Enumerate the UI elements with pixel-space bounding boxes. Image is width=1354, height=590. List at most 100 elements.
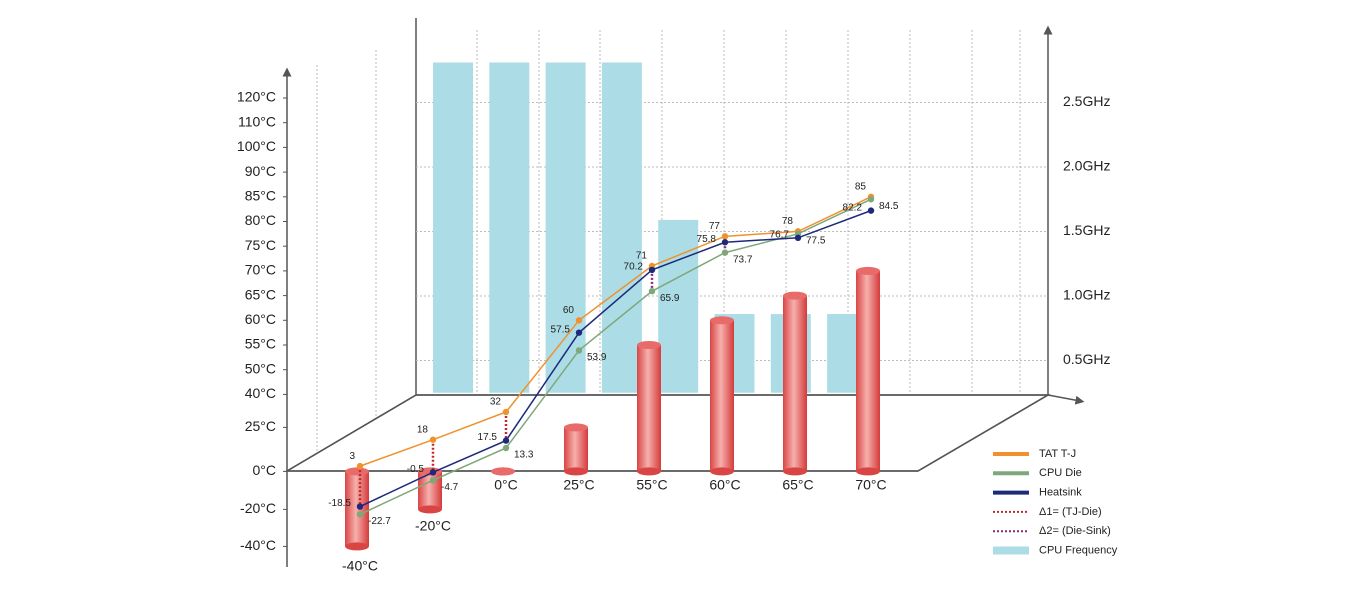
cylinder-top — [491, 467, 515, 476]
data-point — [429, 469, 437, 476]
cylinder — [856, 266, 880, 476]
data-label: 60 — [563, 305, 575, 316]
data-point — [721, 239, 729, 246]
data-point — [502, 408, 510, 416]
y2-tick-label: 1.0GHz — [1063, 287, 1110, 303]
cylinder-body — [783, 295, 807, 472]
cylinder-top — [856, 266, 880, 275]
data-label: 75.8 — [697, 234, 717, 245]
frequency-bar — [658, 219, 699, 393]
y2-tick-label: 2.5GHz — [1063, 93, 1110, 109]
cylinder-body — [345, 471, 369, 547]
data-label: -4.7 — [441, 482, 459, 493]
data-point — [794, 234, 802, 242]
data-label: 70.2 — [624, 262, 644, 273]
data-point — [721, 249, 729, 256]
cylinder-body — [856, 270, 880, 472]
cylinder-bottom — [345, 542, 369, 551]
cylinder — [783, 291, 807, 476]
x-tick-label: 0°C — [494, 477, 518, 493]
legend-label: TAT T-J — [1039, 448, 1076, 460]
data-point — [356, 503, 364, 510]
data-label: 73.7 — [733, 254, 753, 265]
data-label: 57.5 — [551, 324, 571, 335]
data-point — [429, 436, 437, 443]
data-point — [429, 477, 437, 484]
y-tick-label: 40°C — [245, 385, 276, 401]
cylinder-bottom — [856, 467, 880, 476]
y-tick-label: -20°C — [240, 500, 276, 516]
data-point — [356, 462, 364, 470]
x-tick-label: 70°C — [855, 477, 886, 493]
data-point — [648, 266, 656, 274]
cylinder-top — [345, 467, 369, 476]
data-label: 77.5 — [806, 235, 826, 246]
data-label: 65.9 — [660, 293, 680, 304]
cylinder-bottom — [783, 467, 807, 476]
y-tick-label: 110°C — [238, 113, 276, 129]
y-tick-label: 100°C — [237, 138, 276, 154]
frequency-bar — [545, 62, 586, 393]
cylinder-top — [637, 341, 661, 349]
cylinder-top — [564, 423, 588, 432]
series-line — [359, 198, 872, 516]
series-line — [359, 209, 872, 508]
cylinder — [637, 341, 661, 476]
y-tick-label: 50°C — [245, 360, 276, 376]
x-tick-label: -40°C — [342, 558, 378, 574]
data-point — [502, 444, 510, 452]
floor — [284, 394, 1051, 472]
y2-tick-label: 1.5GHz — [1063, 222, 1110, 238]
data-label: 78 — [782, 216, 794, 227]
y-tick-label: 120°C — [237, 89, 276, 105]
data-label: -18.5 — [328, 498, 351, 509]
x-tick-label: 60°C — [709, 477, 740, 493]
data-point — [867, 196, 875, 203]
y-tick-label: 25°C — [245, 418, 276, 434]
legend-label: CPU Frequency — [1039, 544, 1118, 556]
x-tick-label: -20°C — [415, 518, 451, 534]
data-point — [502, 437, 510, 444]
cylinder-bottom — [564, 467, 588, 476]
y-tick-label: 70°C — [245, 262, 276, 278]
cylinder — [710, 316, 734, 476]
y-tick-label: 75°C — [245, 237, 276, 253]
cylinder-bottom — [710, 467, 734, 476]
legend-swatch — [993, 546, 1029, 555]
cylinder-bottom — [418, 505, 442, 514]
legend-label: Δ1= (TJ-Die) — [1039, 506, 1102, 518]
cylinder-top — [710, 316, 734, 325]
y-tick-label: 90°C — [245, 163, 276, 179]
data-point — [575, 347, 583, 354]
series-line — [359, 196, 872, 467]
frequency-bar — [601, 62, 642, 393]
cylinder-body — [564, 427, 588, 472]
data-point — [867, 207, 875, 214]
y-tick-label: 0°C — [253, 462, 277, 478]
data-label: 53.9 — [587, 352, 607, 363]
y2-tick-label: 2.0GHz — [1063, 158, 1110, 174]
data-label: 3 — [349, 451, 355, 462]
y2-tick-label: 0.5GHz — [1063, 351, 1110, 367]
data-label: 13.3 — [514, 450, 534, 461]
data-label: 85 — [855, 181, 867, 192]
legend-label: CPU Die — [1039, 467, 1082, 479]
data-label: 18 — [417, 424, 429, 435]
cylinder-body — [637, 345, 661, 472]
y-tick-label: 65°C — [245, 286, 276, 302]
data-label: 82.2 — [843, 202, 863, 213]
x-tick-label: 25°C — [563, 477, 594, 493]
data-label: -22.7 — [368, 516, 391, 527]
data-point — [575, 317, 583, 324]
data-point — [648, 287, 656, 295]
data-label: 32 — [490, 397, 502, 408]
cylinder-top — [783, 291, 807, 300]
data-point — [356, 511, 364, 518]
cylinder — [491, 467, 515, 476]
x-tick-label: 55°C — [636, 477, 667, 493]
x-tick-label: 65°C — [782, 477, 813, 493]
y-tick-label: -40°C — [240, 537, 276, 553]
cylinder — [345, 467, 369, 551]
data-label: 71 — [636, 251, 648, 262]
